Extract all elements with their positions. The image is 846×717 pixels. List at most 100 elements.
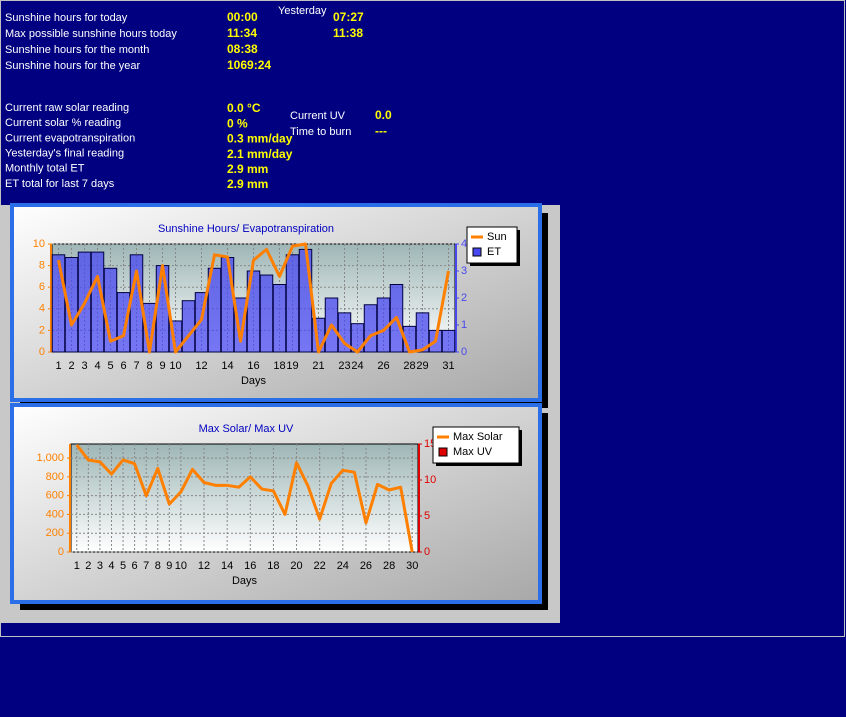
x-tick-label: 18 (273, 360, 285, 372)
x-tick-label: 19 (286, 360, 298, 372)
row-label: Sunshine hours for the year (5, 60, 140, 72)
bar (441, 329, 456, 353)
x-tick-label: 18 (267, 560, 279, 572)
x-tick-label: 2 (68, 360, 74, 372)
x-tick-label: 30 (406, 560, 418, 572)
row-label: Yesterday's final reading (5, 148, 124, 160)
x-axis-label: Days (232, 575, 258, 587)
x-tick-label: 23 (338, 360, 350, 372)
line (57, 242, 450, 354)
row-value: 00:00 (227, 10, 258, 24)
x-tick-label: 14 (221, 560, 233, 572)
x-tick-label: 24 (351, 360, 363, 372)
row-label: ET total for last 7 days (5, 178, 115, 190)
x-tick-label: 5 (107, 360, 113, 372)
x-tick-label: 20 (290, 560, 302, 572)
x-tick-label: 28 (403, 360, 415, 372)
y-tick-label: 1,000 (36, 452, 64, 464)
y-tick-label: 10 (33, 238, 45, 250)
x-tick-label: 9 (159, 360, 165, 372)
row-value: 08:38 (227, 42, 258, 56)
row-yesterday: 11:38 (333, 26, 363, 40)
x-tick-label: 3 (81, 360, 87, 372)
row-label: Current solar % reading (5, 117, 121, 129)
yesterday-heading: Yesterday (278, 5, 327, 17)
y-tick-label: 200 (46, 527, 64, 539)
legend-swatch (472, 247, 482, 257)
x-tick-label: 22 (314, 560, 326, 572)
legend-box (432, 426, 520, 464)
x-tick-label: 24 (337, 560, 349, 572)
x-tick-label: 12 (195, 360, 207, 372)
y-tick-label: 600 (46, 490, 64, 502)
y-tick-label: 800 (46, 471, 64, 483)
legend-label: ET (487, 246, 501, 258)
x-tick-label: 26 (360, 560, 372, 572)
bar (363, 304, 378, 353)
x-tick-label: 6 (132, 560, 138, 572)
y-tick-label: 0 (58, 546, 64, 558)
row-label: Current evapotranspiration (5, 132, 135, 144)
chart-title: Max Solar/ Max UV (199, 423, 294, 435)
row-value: 11:34 (227, 26, 257, 40)
row-label: Sunshine hours for today (5, 12, 128, 24)
y-tick-label: 6 (39, 281, 45, 293)
x-tick-label: 3 (97, 560, 103, 572)
row-yesterday: 07:27 (333, 10, 364, 24)
bar (415, 312, 430, 353)
bar (285, 254, 300, 353)
x-tick-label: 16 (247, 360, 259, 372)
bar (51, 254, 66, 353)
row-value: --- (375, 124, 387, 138)
bar (259, 274, 274, 353)
x-tick-label: 1 (74, 560, 80, 572)
x-tick-label: 16 (244, 560, 256, 572)
x-tick-label: 14 (221, 360, 233, 372)
chart-title: Sunshine Hours/ Evapotranspiration (158, 223, 334, 235)
y-tick-label: 8 (39, 260, 45, 272)
row-label: Time to burn (290, 126, 351, 138)
legend-box (466, 226, 518, 264)
y-tick-label: 2 (39, 324, 45, 336)
row-value: 1069:24 (227, 58, 271, 72)
bar (298, 248, 313, 353)
bar (220, 257, 235, 353)
y2-tick-label: 4 (461, 238, 467, 250)
y2-tick-label: 2 (461, 292, 467, 304)
row-value: 2.1 mm/day (227, 147, 293, 161)
y2-tick-label: 10 (424, 474, 436, 486)
bar (246, 270, 261, 353)
y2-tick-label: 1 (461, 319, 467, 331)
row-value: 0.3 mm/day (227, 132, 293, 146)
legend-swatch (438, 447, 448, 457)
x-tick-label: 8 (146, 360, 152, 372)
x-tick-label: 21 (312, 360, 324, 372)
bar (116, 292, 131, 353)
y2-tick-label: 0 (424, 546, 430, 558)
x-tick-label: 26 (377, 360, 389, 372)
x-tick-label: 10 (175, 560, 187, 572)
bar (207, 267, 222, 353)
row-label: Current raw solar reading (5, 102, 129, 114)
x-tick-label: 10 (169, 360, 181, 372)
row-label: Max possible sunshine hours today (5, 28, 177, 40)
row-label: Current UV (290, 110, 346, 122)
x-tick-label: 6 (120, 360, 126, 372)
bar (64, 257, 79, 353)
row-value: 0.0 (375, 108, 392, 122)
x-tick-label: 8 (155, 560, 161, 572)
y2-tick-label: 3 (461, 265, 467, 277)
x-tick-label: 2 (85, 560, 91, 572)
x-tick-label: 28 (383, 560, 395, 572)
x-tick-label: 4 (94, 360, 100, 372)
x-tick-label: 7 (143, 560, 149, 572)
y-tick-label: 400 (46, 508, 64, 520)
x-tick-label: 7 (133, 360, 139, 372)
row-label: Sunshine hours for the month (5, 44, 149, 56)
y2-tick-label: 5 (424, 510, 430, 522)
legend-label: Sun (487, 231, 507, 243)
x-tick-label: 4 (108, 560, 114, 572)
row-value: 2.9 mm (227, 162, 268, 176)
x-tick-label: 1 (55, 360, 61, 372)
